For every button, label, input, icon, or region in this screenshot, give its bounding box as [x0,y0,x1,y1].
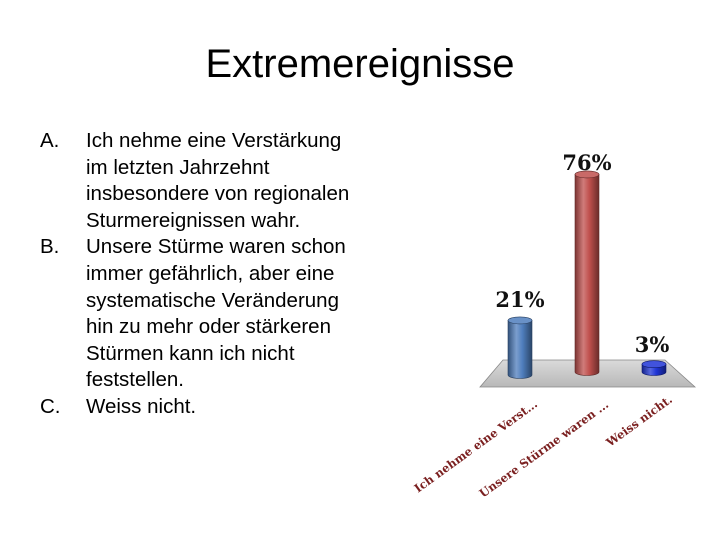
option-text: Ich nehme eine Verstärkung im letzten Ja… [86,129,350,232]
bar-top [574,170,600,179]
chart-bars [507,170,667,379]
option-c: C. Weiss nicht. [40,394,350,421]
value-label: 76% [562,150,611,175]
bar-top [507,316,533,325]
value-label: 21% [495,287,544,312]
bar-top [641,360,667,369]
option-a: A. Ich nehme eine Verstärkung im letzten… [40,128,350,234]
chart-category-labels: Ich nehme eine Verst...Unsere Stürme war… [412,392,675,500]
bar [507,316,533,379]
option-text: Unsere Stürme waren schon immer gefährli… [86,235,346,392]
chart-value-labels: 21% 76% 3% [495,150,669,357]
category-label: Ich nehme eine Verst... [412,397,541,496]
option-letter: A. [40,129,60,152]
answer-options: A. Ich nehme eine Verstärkung im letzten… [40,128,350,421]
category-label: Weiss nicht. [603,392,675,450]
option-letter: C. [40,394,61,418]
category-label: Unsere Stürme waren ... [477,397,612,500]
bar-body [507,320,533,379]
value-label: 3% [635,332,670,357]
option-b: B. Unsere Stürme waren schon immer gefäh… [40,234,350,394]
bar-chart: 21% 76% 3% Ich nehme eine Verst...Unsere S… [412,150,697,500]
bar [641,360,667,376]
option-letter: B. [40,235,60,259]
option-text: Weiss nicht. [86,394,197,418]
slide-title: Extremereignisse [205,42,515,86]
bar [574,170,600,376]
bar-body [574,174,600,376]
